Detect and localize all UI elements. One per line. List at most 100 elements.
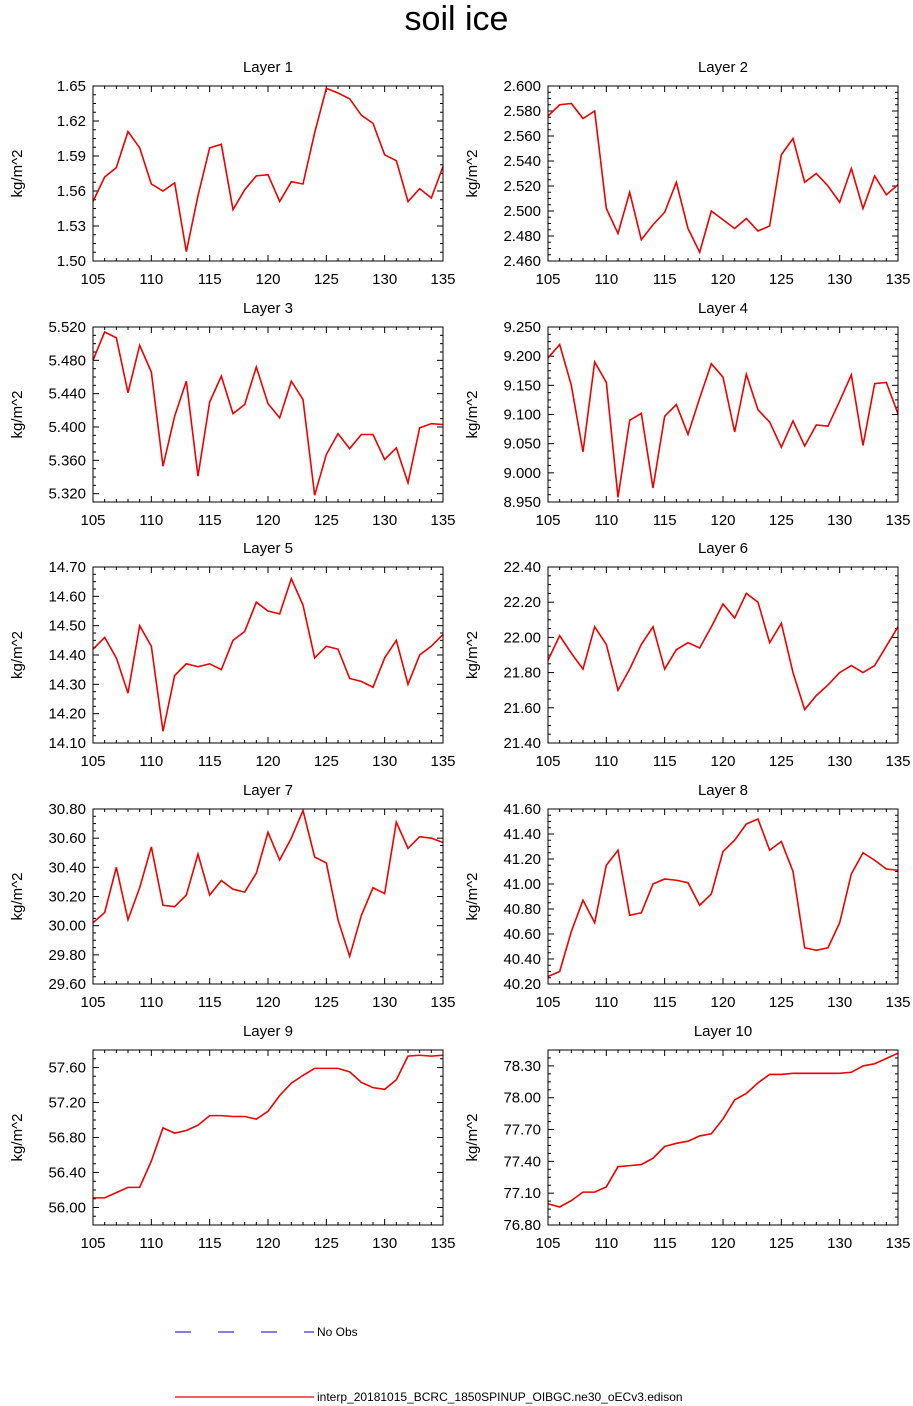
- layer-5-xtick-label: 125: [314, 753, 339, 770]
- layer-4-ytick-label: 9.050: [503, 436, 541, 453]
- layer-3-ytick-label: 5.440: [48, 386, 86, 403]
- layer-7-xtick-label: 120: [255, 994, 280, 1011]
- layer-2-ytick-label: 2.500: [503, 203, 541, 220]
- layer-1-xtick-label: 110: [139, 271, 163, 288]
- layer-1-xtick-label: 135: [430, 271, 455, 288]
- layer-6-xtick-label: 135: [885, 753, 910, 770]
- layer-10-xtick-label: 105: [535, 1235, 560, 1252]
- layer-2-panel: Layer 2 kg/m^2 105 110 115 120 125 130 135 2.460 2…: [464, 59, 911, 288]
- layer-7-ylabel: kg/m^2: [9, 873, 26, 921]
- layer-5-ytick-label: 14.30: [48, 676, 86, 693]
- layer-6-plot-frame: [547, 566, 899, 744]
- layer-2-ytick-label: 2.560: [503, 128, 541, 145]
- layer-1-xtick-label: 105: [80, 271, 105, 288]
- layer-1-ytick-label: 1.65: [57, 78, 86, 95]
- layer-4-ytick-label: 8.950: [503, 494, 541, 511]
- layer-8-xtick-label: 120: [710, 994, 735, 1011]
- layer-3-ytick-label: 5.360: [48, 452, 86, 469]
- layer-7-title: Layer 7: [243, 782, 293, 799]
- layer-1-ytick-label: 1.59: [57, 148, 86, 165]
- layer-5-xtick-label: 130: [372, 753, 397, 770]
- layer-9-plot-frame: [92, 1049, 444, 1226]
- layer-9-ylabel: kg/m^2: [9, 1114, 26, 1162]
- layer-10-ytick-label: 77.10: [503, 1185, 541, 1202]
- layer-2-xtick-label: 115: [653, 271, 677, 288]
- layer-4-panel: Layer 4 kg/m^2 105 110 115 120 125 130 135 8.950 9…: [464, 300, 911, 529]
- layer-8-ytick-label: 41.00: [503, 876, 541, 893]
- layer-10-ytick-label: 76.80: [503, 1217, 541, 1234]
- layer-7-xtick-label: 115: [198, 994, 222, 1011]
- layer-5-ytick-label: 14.60: [48, 588, 86, 605]
- layer-5-panel: Layer 5 kg/m^2 105 110 115 120 125 130 135 14.10 1…: [9, 540, 456, 770]
- layer-9-ytick-label: 57.60: [48, 1060, 86, 1077]
- layer-5-xtick-label: 105: [80, 753, 105, 770]
- layer-2-xtick-label: 120: [710, 271, 735, 288]
- layer-2-ytick-label: 2.460: [503, 253, 541, 270]
- layer-4-ytick-label: 9.000: [503, 465, 541, 482]
- layer-8-xtick-label: 105: [535, 994, 560, 1011]
- layer-8-xtick-label: 125: [769, 994, 794, 1011]
- layer-2-title: Layer 2: [698, 59, 748, 76]
- layer-5-plot-frame: [92, 566, 444, 744]
- layer-9-ytick-label: 57.20: [48, 1095, 86, 1112]
- layer-6-ytick-label: 21.60: [503, 700, 541, 717]
- layer-6-ylabel: kg/m^2: [464, 631, 481, 679]
- layer-1-series-line: [92, 87, 444, 252]
- layer-3-ytick-label: 5.400: [48, 419, 86, 436]
- layer-5-ytick-label: 14.20: [48, 706, 86, 723]
- layer-2-ylabel: kg/m^2: [464, 150, 481, 198]
- layer-4-xtick-label: 105: [535, 512, 560, 529]
- layer-9-ytick-label: 56.00: [48, 1200, 86, 1217]
- layer-3-xtick-label: 105: [80, 512, 105, 529]
- layer-2-xtick-label: 110: [594, 271, 618, 288]
- layer-4-xtick-label: 130: [827, 512, 852, 529]
- layer-8-ytick-label: 41.60: [503, 801, 541, 818]
- layer-3-xtick-label: 135: [430, 512, 455, 529]
- layer-5-ytick-label: 14.50: [48, 618, 86, 635]
- layer-3-xtick-label: 130: [372, 512, 397, 529]
- layer-9-xtick-label: 135: [430, 1235, 455, 1252]
- layer-7-xtick-label: 125: [314, 994, 339, 1011]
- layer-10-xtick-label: 135: [885, 1235, 910, 1252]
- layer-7-ytick-label: 30.20: [48, 889, 86, 906]
- layer-10-ytick-label: 77.40: [503, 1153, 541, 1170]
- layer-10-ytick-label: 78.00: [503, 1090, 541, 1107]
- layer-1-panel: Layer 1 kg/m^2 105 110 115 120 125 130 135 1.50 1.…: [9, 59, 456, 288]
- layer-6-ytick-label: 22.40: [503, 559, 541, 576]
- layer-6-xtick-label: 120: [710, 753, 735, 770]
- layer-3-ytick-label: 5.520: [48, 319, 86, 336]
- layer-7-ytick-label: 29.60: [48, 976, 86, 993]
- layer-2-xtick-label: 135: [885, 271, 910, 288]
- layer-2-xtick-label: 130: [827, 271, 852, 288]
- layer-2-xtick-label: 125: [769, 271, 794, 288]
- layer-5-title: Layer 5: [243, 540, 293, 557]
- layer-1-title: Layer 1: [243, 59, 293, 76]
- layer-3-xtick-label: 110: [139, 512, 163, 529]
- layer-5-xtick-label: 110: [139, 753, 163, 770]
- page-title: soil ice: [404, 0, 509, 38]
- layer-9-xtick-label: 125: [314, 1235, 339, 1252]
- layer-2-ytick-label: 2.520: [503, 178, 541, 195]
- layer-8-panel: Layer 8 kg/m^2 105 110 115 120 125 130 135 40.20 4…: [464, 782, 911, 1011]
- layer-4-xtick-label: 110: [594, 512, 618, 529]
- layer-7-ytick-label: 30.60: [48, 830, 86, 847]
- layer-8-xtick-label: 135: [885, 994, 910, 1011]
- layer-7-plot-frame: [92, 808, 444, 985]
- layer-5-ytick-label: 14.40: [48, 647, 86, 664]
- layer-9-ytick-label: 56.40: [48, 1165, 86, 1182]
- layer-10-title: Layer 10: [694, 1023, 752, 1040]
- layer-5-ylabel: kg/m^2: [9, 631, 26, 679]
- layer-6-ytick-label: 22.20: [503, 594, 541, 611]
- layer-9-xtick-label: 105: [80, 1235, 105, 1252]
- layer-5-xtick-label: 115: [198, 753, 222, 770]
- layer-4-xtick-label: 115: [653, 512, 677, 529]
- layer-6-xtick-label: 130: [827, 753, 852, 770]
- layer-7-xtick-label: 130: [372, 994, 397, 1011]
- layer-7-panel: Layer 7 kg/m^2 105 110 115 120 125 130 135 29.60 2…: [9, 782, 456, 1011]
- layer-7-series-line: [92, 807, 444, 960]
- layer-4-ytick-label: 9.150: [503, 377, 541, 394]
- layer-1-xtick-label: 115: [198, 271, 222, 288]
- layer-7-ytick-label: 30.00: [48, 918, 86, 935]
- legend-obs-label: No Obs: [317, 1325, 358, 1339]
